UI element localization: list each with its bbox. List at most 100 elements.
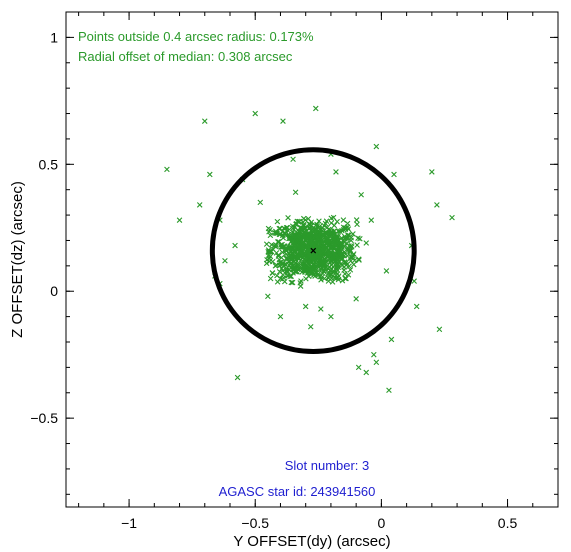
data-point xyxy=(268,242,275,248)
data-point xyxy=(434,202,440,208)
data-point xyxy=(368,217,375,223)
data-point xyxy=(386,387,392,394)
data-point xyxy=(348,237,354,244)
y-axis-label: Z OFFSET(dz) (arcsec) xyxy=(9,181,26,338)
data-point xyxy=(340,237,346,244)
data-point xyxy=(164,166,170,173)
data-point xyxy=(276,225,283,232)
data-point xyxy=(317,230,324,236)
data-point xyxy=(288,265,294,271)
agasc-id-annotation: AGASC star id: 243941560 xyxy=(219,484,376,499)
x-axis-label: Y OFFSET(dy) (arcsec) xyxy=(233,533,390,550)
data-point xyxy=(325,250,332,256)
data-point xyxy=(340,226,347,233)
data-point xyxy=(332,251,339,257)
data-point xyxy=(304,235,311,242)
points-outside-annotation: Points outside 0.4 arcsec radius: 0.173% xyxy=(78,29,314,44)
plot-area xyxy=(164,105,455,394)
data-point xyxy=(300,264,307,271)
data-point xyxy=(323,246,330,252)
data-point xyxy=(342,275,348,282)
data-point xyxy=(279,241,285,248)
x-tick-label: 0 xyxy=(377,515,385,531)
data-point xyxy=(222,257,228,264)
data-point xyxy=(263,241,270,247)
data-point xyxy=(298,278,304,284)
data-point xyxy=(335,256,341,263)
data-point xyxy=(333,264,340,271)
axis-ticks xyxy=(66,11,559,507)
data-point xyxy=(334,232,340,239)
data-point xyxy=(307,231,313,237)
data-point xyxy=(265,247,272,253)
data-point xyxy=(196,202,203,208)
data-point xyxy=(287,261,293,267)
data-point xyxy=(429,169,435,175)
y-tick-label: 0 xyxy=(50,283,58,299)
data-point xyxy=(267,232,274,239)
plot-frame xyxy=(65,11,559,508)
data-point xyxy=(283,255,289,262)
data-point xyxy=(335,237,342,243)
data-point xyxy=(252,110,259,117)
data-point xyxy=(265,225,272,232)
data-point xyxy=(338,250,345,257)
data-point xyxy=(296,235,303,241)
data-point xyxy=(413,303,420,310)
data-point xyxy=(343,275,349,282)
data-point xyxy=(276,256,283,263)
data-point xyxy=(315,271,321,277)
data-point xyxy=(317,241,323,248)
data-point xyxy=(334,262,341,268)
data-point xyxy=(292,245,299,252)
data-point xyxy=(280,118,286,124)
data-point xyxy=(283,224,290,231)
data-point xyxy=(449,214,455,221)
data-point xyxy=(353,296,359,302)
data-point xyxy=(234,374,241,381)
data-point xyxy=(275,252,282,258)
data-point xyxy=(350,231,356,237)
data-point xyxy=(351,257,358,264)
data-point xyxy=(358,191,364,198)
data-point xyxy=(293,267,300,274)
data-point xyxy=(314,254,321,260)
data-point xyxy=(288,279,295,286)
data-point xyxy=(356,257,362,263)
data-points xyxy=(164,105,455,394)
data-point xyxy=(269,270,276,276)
data-point xyxy=(323,258,329,265)
data-point xyxy=(355,364,362,371)
data-point xyxy=(295,261,302,268)
data-point xyxy=(290,156,296,163)
data-point xyxy=(265,293,271,300)
data-point xyxy=(330,239,337,245)
slot-number-annotation: Slot number: 3 xyxy=(285,458,370,473)
data-point xyxy=(279,249,286,256)
data-point xyxy=(383,268,390,274)
data-point xyxy=(324,230,330,236)
data-point xyxy=(371,351,377,358)
median-point xyxy=(310,247,317,254)
data-point xyxy=(264,256,270,263)
data-point xyxy=(319,274,326,280)
data-point xyxy=(315,272,321,279)
data-point xyxy=(348,244,355,250)
data-point xyxy=(322,220,329,227)
data-point xyxy=(347,247,354,253)
data-point xyxy=(320,231,327,238)
data-point xyxy=(300,250,306,257)
data-point xyxy=(310,272,317,278)
data-point xyxy=(297,249,304,255)
y-tick-label: 0.5 xyxy=(39,156,59,172)
data-point xyxy=(301,259,308,266)
radius-circle xyxy=(209,147,417,355)
data-point xyxy=(314,261,321,268)
data-point xyxy=(317,260,324,267)
data-point xyxy=(320,248,326,255)
data-point xyxy=(299,269,305,275)
data-point xyxy=(268,248,275,255)
data-point xyxy=(373,359,380,366)
data-point xyxy=(300,215,307,222)
data-point xyxy=(303,249,310,255)
